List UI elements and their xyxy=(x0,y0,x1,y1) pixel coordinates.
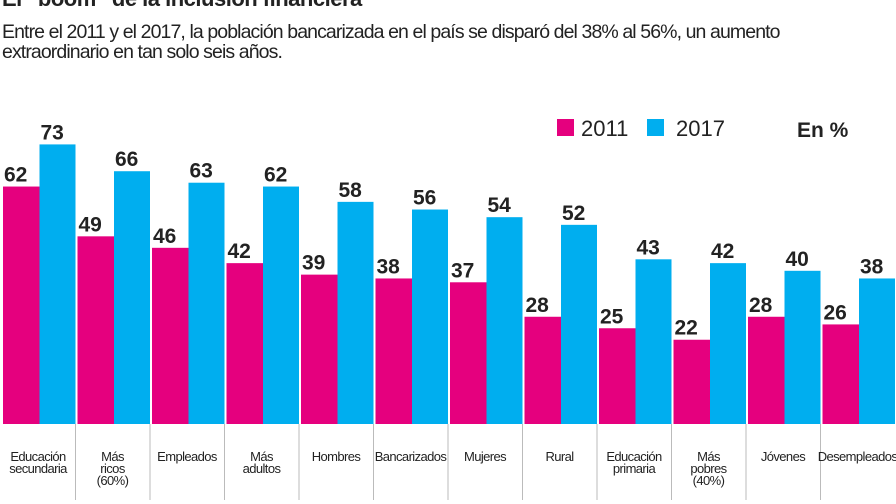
category-label: Rural xyxy=(545,449,574,464)
bar-2011 xyxy=(748,316,785,424)
bar-2017 xyxy=(486,217,523,424)
data-label-2017: 52 xyxy=(562,202,585,225)
bar-2017 xyxy=(263,186,299,424)
category-label: secundaria xyxy=(9,461,68,476)
category-label: Empleados xyxy=(157,449,218,464)
unit-label: En % xyxy=(797,119,849,142)
bar-2017 xyxy=(635,259,672,424)
bar-2017 xyxy=(859,278,895,424)
bar-2017 xyxy=(188,182,225,424)
category-label: pobres xyxy=(690,461,727,476)
data-label-2011: 46 xyxy=(153,225,176,248)
category-label: ricos xyxy=(100,461,126,476)
data-label-2017: 56 xyxy=(413,187,436,210)
data-label-2011: 26 xyxy=(824,301,847,324)
bar-2011 xyxy=(77,236,114,424)
data-label-2011: 25 xyxy=(600,305,624,328)
bar-2017 xyxy=(784,270,821,424)
category-label: Hombres xyxy=(312,449,362,464)
category-label: Más xyxy=(101,449,125,464)
legend-label-2017: 2017 xyxy=(676,116,725,141)
category-label: adultos xyxy=(243,461,282,476)
category-label: Mujeres xyxy=(464,449,507,464)
bar-2011 xyxy=(524,316,561,424)
data-label-2011: 62 xyxy=(4,164,27,187)
data-label-2017: 62 xyxy=(264,164,287,187)
bar-2017 xyxy=(114,171,150,424)
bar-2011 xyxy=(152,247,189,424)
data-label-2011: 39 xyxy=(302,252,325,275)
data-label-2011: 28 xyxy=(749,294,773,317)
category-label: Más xyxy=(250,449,274,464)
bar-2011 xyxy=(599,328,636,424)
category-label: Educación xyxy=(606,449,662,464)
data-label-2011: 28 xyxy=(526,294,550,317)
legend-label-2011: 2011 xyxy=(581,116,628,141)
category-label: Más xyxy=(697,449,721,464)
legend-swatch-2017 xyxy=(647,119,664,136)
data-label-2011: 49 xyxy=(79,213,102,236)
data-label-2011: 22 xyxy=(675,317,698,340)
data-label-2011: 42 xyxy=(228,240,251,263)
bar-2017 xyxy=(39,144,76,424)
bar-2011 xyxy=(375,278,412,424)
category-label: primaria xyxy=(613,461,657,476)
data-label-2011: 37 xyxy=(451,259,474,282)
data-label-2017: 73 xyxy=(41,121,64,144)
data-label-2017: 38 xyxy=(860,255,884,278)
chart-title: El “boom” de la inclusión financiera xyxy=(2,0,362,12)
data-label-2017: 40 xyxy=(786,248,809,271)
data-label-2017: 54 xyxy=(488,194,512,217)
bar-2011 xyxy=(822,324,859,424)
bar-2017 xyxy=(561,224,597,424)
bar-2011 xyxy=(226,263,263,424)
bar-2011 xyxy=(450,282,487,424)
category-label: (40%) xyxy=(693,473,725,488)
legend: 2011 2017 En % xyxy=(557,116,849,142)
data-label-2017: 43 xyxy=(637,236,660,259)
bar-2017 xyxy=(710,263,746,424)
data-label-2017: 42 xyxy=(711,240,734,263)
data-label-2017: 63 xyxy=(190,160,213,183)
bar-2011 xyxy=(3,186,40,424)
bar-2017 xyxy=(337,201,374,424)
category-label: Jóvenes xyxy=(761,449,806,464)
category-label: Educación xyxy=(10,449,66,464)
chart-subtitle: Entre el 2011 y el 2017, la población ba… xyxy=(2,21,781,63)
bar-2017 xyxy=(412,209,448,424)
category-label: Bancarizados xyxy=(375,449,448,464)
bar-2011 xyxy=(673,339,710,424)
data-label-2017: 58 xyxy=(339,179,363,202)
data-label-2011: 38 xyxy=(377,255,401,278)
bar-2011 xyxy=(301,274,338,424)
category-label: (60%) xyxy=(97,473,129,488)
category-label: Desempleados xyxy=(818,449,896,464)
data-label-2017: 66 xyxy=(115,148,138,171)
legend-swatch-2011 xyxy=(557,119,574,136)
